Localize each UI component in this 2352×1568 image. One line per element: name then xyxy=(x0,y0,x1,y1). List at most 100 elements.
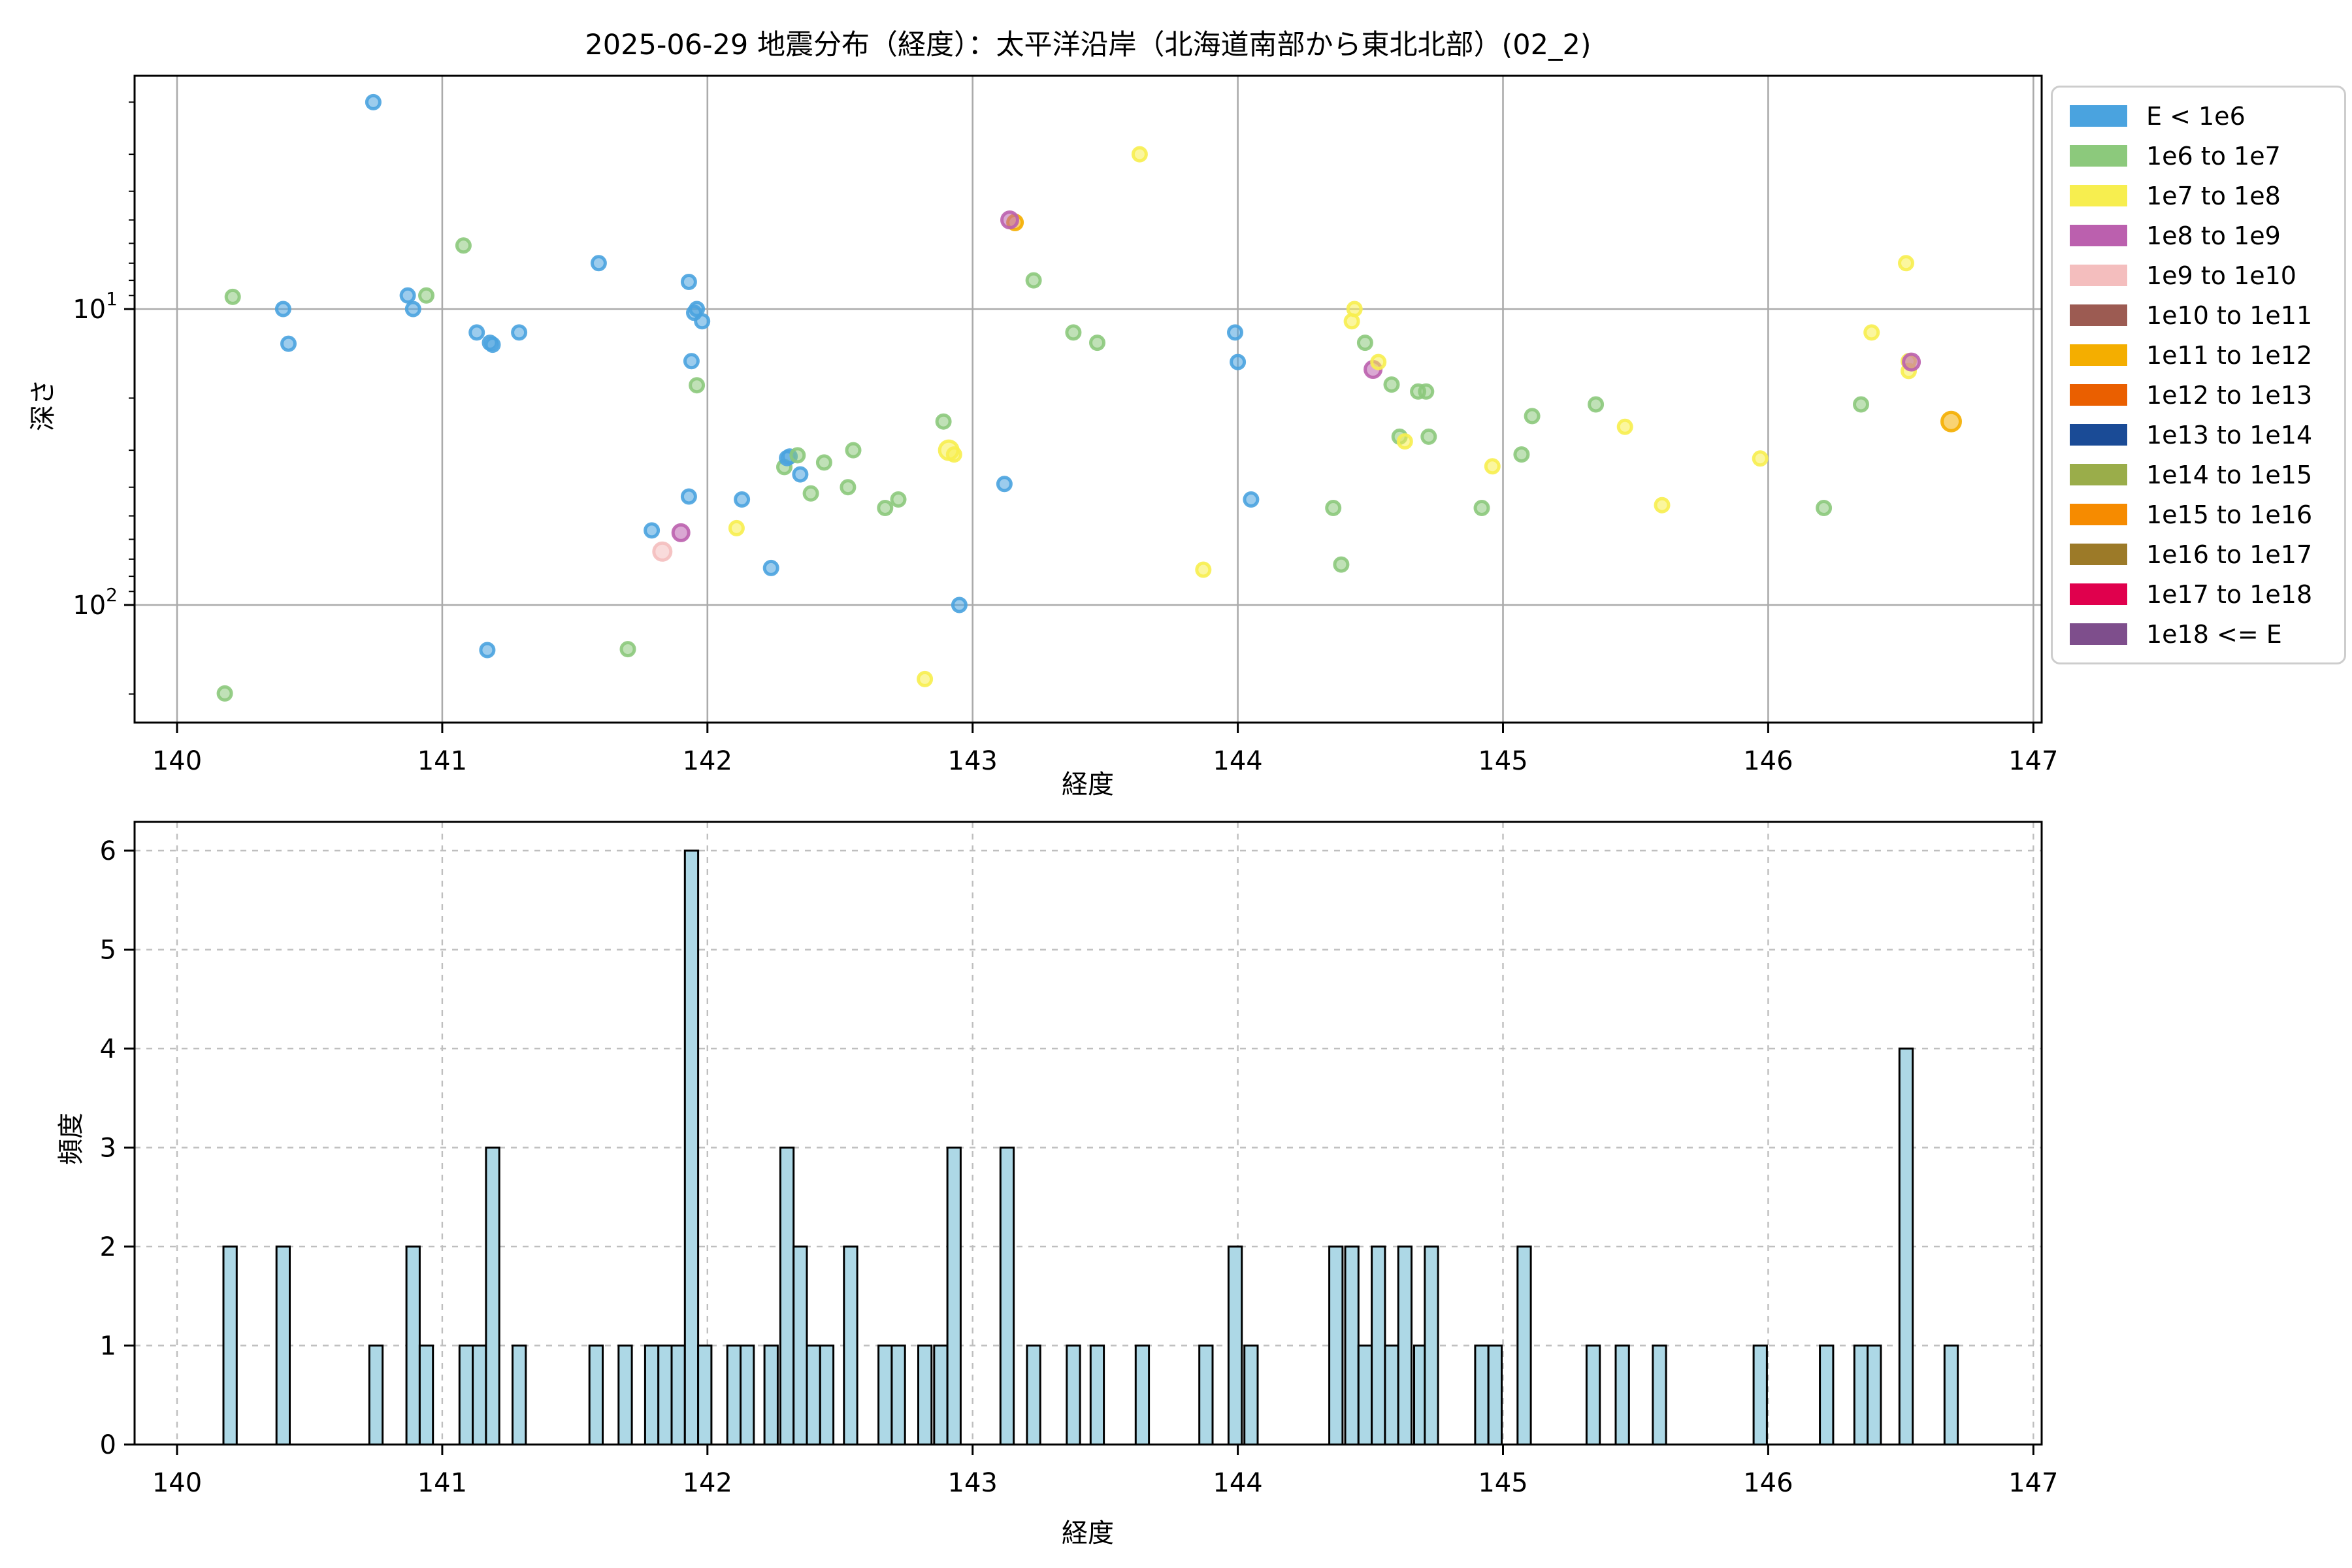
scatter-point xyxy=(590,255,607,272)
scatter-point xyxy=(1356,335,1373,351)
scatter-point xyxy=(619,641,636,658)
legend-label: 1e9 to 1e10 xyxy=(2146,261,2296,290)
legend-label: 1e8 to 1e9 xyxy=(2146,221,2281,250)
histogram-bar xyxy=(1227,1245,1243,1446)
legend-swatch xyxy=(2070,424,2127,446)
scatter-point xyxy=(683,353,700,370)
scatter-point xyxy=(1396,433,1413,450)
scatter-point xyxy=(734,491,751,508)
scatter-point xyxy=(945,446,962,463)
scatter-point xyxy=(652,541,673,562)
histogram-bar xyxy=(779,1147,795,1446)
y-tick-label: 2 xyxy=(100,1232,116,1262)
legend-label: 1e6 to 1e7 xyxy=(2146,141,2281,171)
legend-swatch xyxy=(2070,265,2127,286)
scatter-point xyxy=(216,685,233,702)
scatter-point xyxy=(1588,396,1605,413)
scatter-point xyxy=(1473,500,1490,516)
histogram-bar xyxy=(1134,1345,1151,1446)
histogram-bar xyxy=(792,1245,808,1446)
x-tick-label: 142 xyxy=(683,1468,732,1498)
histogram-bar xyxy=(1516,1245,1532,1446)
scatter-point xyxy=(996,476,1013,493)
scatter-point xyxy=(1940,410,1962,433)
histogram-bar xyxy=(418,1345,434,1446)
scatter-point xyxy=(468,324,485,341)
scatter-point xyxy=(689,377,706,394)
x-tick-label: 147 xyxy=(2008,1468,2058,1498)
histogram-bar xyxy=(222,1245,238,1446)
scatter-xlabel: 経度 xyxy=(1062,770,1114,800)
x-tick-label: 146 xyxy=(1743,746,1793,776)
histogram-bar xyxy=(588,1345,604,1446)
scatter-point xyxy=(1025,272,1042,289)
legend-item-1: 1e6 to 1e7 xyxy=(2053,136,2344,176)
scatter-point xyxy=(1000,210,1019,230)
histogram-bar xyxy=(1867,1345,1882,1446)
scatter-axes-frame xyxy=(133,74,2043,724)
legend-swatch xyxy=(2070,384,2127,406)
legend-swatch xyxy=(2070,464,2127,485)
x-tick-label: 142 xyxy=(683,746,732,776)
legend-item-3: 1e8 to 1e9 xyxy=(2053,216,2344,255)
energy-legend: E < 1e6 1e6 to 1e7 1e7 to 1e8 1e8 to 1e9 1e9… xyxy=(2051,86,2346,664)
histogram-bar xyxy=(1898,1047,1914,1446)
scatter-point xyxy=(1230,353,1247,370)
legend-label: 1e12 to 1e13 xyxy=(2146,380,2313,410)
legend-item-5: 1e10 to 1e11 xyxy=(2053,295,2344,335)
y-tick-label: 101 xyxy=(73,288,118,325)
histogram-xlabel: 経度 xyxy=(1062,1518,1114,1548)
scatter-point xyxy=(224,288,241,305)
histogram-bar xyxy=(763,1345,779,1446)
y-tick-label: 0 xyxy=(100,1430,116,1460)
histogram-bar xyxy=(1474,1345,1490,1446)
scatter-point xyxy=(280,335,297,352)
histogram-bar xyxy=(1371,1245,1386,1446)
histogram-bar xyxy=(1026,1345,1041,1446)
histogram-bar xyxy=(617,1345,633,1446)
figure-title: 2025-06-29 地震分布（経度）：太平洋沿岸（北海道南部から東北北部）(0… xyxy=(585,29,1592,61)
scatter-point xyxy=(877,500,894,516)
histogram-axes-frame xyxy=(133,821,2043,1446)
histogram-ylabel: 頻度 xyxy=(56,1113,86,1165)
histogram-bar xyxy=(999,1147,1015,1446)
histogram-bar xyxy=(933,1345,949,1446)
histogram-bar xyxy=(877,1345,893,1446)
histogram-bar xyxy=(405,1245,421,1446)
histogram-bar xyxy=(472,1345,487,1446)
scatter-point xyxy=(762,559,779,576)
x-tick-label: 141 xyxy=(417,1468,467,1498)
histogram-bar xyxy=(890,1345,906,1446)
scatter-point xyxy=(1195,561,1212,578)
scatter-point xyxy=(404,301,421,318)
histogram-bar xyxy=(946,1147,962,1446)
histogram-bar xyxy=(1198,1345,1214,1446)
scatter-point xyxy=(644,522,661,539)
scatter-point xyxy=(1853,396,1869,413)
scatter-point xyxy=(845,442,862,459)
scatter-point xyxy=(1654,497,1671,514)
x-tick-label: 143 xyxy=(948,1468,998,1498)
scatter-point xyxy=(694,313,711,330)
scatter-point xyxy=(479,642,496,659)
legend-label: 1e10 to 1e11 xyxy=(2146,301,2313,330)
scatter-point xyxy=(815,454,832,471)
histogram-bar xyxy=(1243,1345,1259,1446)
legend-item-10: 1e15 to 1e16 xyxy=(2053,495,2344,534)
scatter-point xyxy=(1346,301,1363,318)
scatter-point xyxy=(1420,428,1437,445)
histogram-bar xyxy=(670,1345,686,1446)
y-tick-label: 4 xyxy=(100,1034,116,1064)
scatter-point xyxy=(365,93,382,110)
scatter-point xyxy=(728,519,745,536)
legend-swatch xyxy=(2070,544,2127,565)
x-tick-label: 144 xyxy=(1213,1468,1262,1498)
scatter-point xyxy=(1325,500,1342,516)
histogram-bar xyxy=(1066,1345,1081,1446)
scatter-point xyxy=(1131,146,1148,163)
scatter-point xyxy=(1333,556,1350,573)
scatter-point xyxy=(274,301,291,318)
histogram-bar xyxy=(1424,1245,1439,1446)
scatter-point xyxy=(935,413,952,430)
